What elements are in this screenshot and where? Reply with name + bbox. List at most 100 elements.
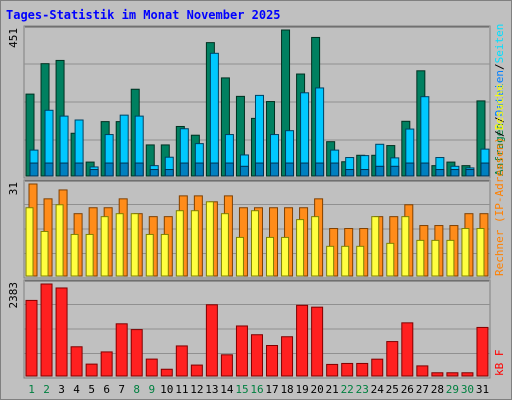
x-tick-label: 11: [175, 383, 188, 396]
bar-besuche: [235, 236, 244, 277]
bar-seiten: [330, 162, 340, 177]
bar-kb: [25, 299, 38, 377]
x-tick-label: 21: [326, 383, 339, 396]
panel-kb: 2383 kB F: [7, 279, 506, 379]
bar-seiten: [209, 162, 219, 177]
bar-seiten: [405, 162, 415, 177]
bar-besuche: [85, 233, 94, 277]
bar-seiten: [254, 162, 264, 177]
x-tick-label: 20: [311, 383, 324, 396]
x-tick-label: 12: [190, 383, 203, 396]
x-tick-label: 4: [73, 383, 80, 396]
x-tick-label: 8: [133, 383, 140, 396]
bar-kb: [311, 306, 324, 377]
bar-besuche: [175, 210, 184, 277]
bar-seiten: [179, 162, 189, 177]
x-tick-label: 1: [28, 383, 35, 396]
x-tick-label: 17: [265, 383, 278, 396]
y-max-label: 451: [7, 28, 20, 48]
chart-title: Tages-Statistik im Monat November 2025: [6, 8, 281, 22]
bar-kb: [371, 358, 384, 377]
bar-besuche: [205, 201, 214, 277]
bar-kb: [40, 283, 53, 377]
bar-besuche: [250, 210, 259, 277]
bar-besuche: [356, 245, 365, 277]
bar-kb: [235, 325, 248, 377]
bar-seiten: [224, 162, 234, 177]
panel-bars: [25, 183, 489, 277]
bar-seiten: [104, 162, 114, 177]
bar-besuche: [371, 216, 380, 277]
bar-seiten: [300, 162, 310, 177]
bar-kb: [100, 351, 113, 377]
bar-seiten: [435, 169, 445, 177]
bar-seiten: [89, 169, 99, 177]
bar-kb: [266, 345, 279, 377]
bar-besuche: [311, 216, 320, 277]
bar-besuche: [281, 236, 290, 277]
bar-seiten: [390, 165, 400, 177]
bar-kb: [190, 364, 203, 377]
bar-kb: [401, 322, 414, 377]
bar-kb: [55, 287, 68, 377]
bar-seiten: [239, 165, 249, 177]
bar-seiten: [194, 162, 204, 177]
bar-seiten: [285, 162, 295, 177]
x-tick-label: 5: [88, 383, 95, 396]
bar-seiten: [29, 162, 39, 177]
bar-seiten: [74, 162, 84, 177]
x-tick-label: 23: [356, 383, 369, 396]
x-tick-label: 14: [220, 383, 234, 396]
x-tick-label: 3: [58, 383, 65, 396]
series-legend-label: Anfragen/Dateien/Seiten: [493, 24, 506, 176]
x-tick-label: 28: [431, 383, 444, 396]
bar-seiten: [149, 169, 159, 177]
bar-besuche: [416, 239, 425, 277]
y-max-label: 31: [7, 182, 20, 195]
bar-kb: [145, 358, 158, 377]
bar-seiten: [44, 162, 54, 177]
bar-besuche: [266, 236, 275, 277]
bar-seiten: [375, 165, 385, 177]
bar-kb: [461, 372, 474, 377]
bar-kb: [431, 372, 444, 377]
x-tick-label: 2: [43, 383, 50, 396]
bar-seiten: [450, 169, 460, 177]
bar-besuche: [386, 242, 395, 277]
bar-seiten: [315, 162, 325, 177]
legend-part: Rechner (IP-Adressen): [493, 137, 506, 276]
bar-kb: [356, 362, 369, 377]
bar-seiten: [360, 169, 370, 177]
bar-kb: [205, 304, 218, 377]
x-tick-label: 26: [401, 383, 414, 396]
bar-kb: [296, 304, 309, 377]
panel-visits: 31 Rechner (IP-Adressen)/Besuche: [7, 84, 506, 279]
bar-kb: [386, 341, 399, 377]
legend-part: Besuche: [493, 84, 506, 130]
x-tick-label: 24: [371, 383, 385, 396]
x-tick-label: 15: [235, 383, 248, 396]
chart-panels: 451 Anfragen/Dateien/Seiten 31 Rechner (IP-…: [7, 24, 506, 379]
bar-seiten: [465, 169, 475, 177]
bar-besuche: [296, 219, 305, 277]
bar-seiten: [420, 162, 430, 177]
bar-besuche: [70, 233, 79, 277]
bar-seiten: [270, 162, 280, 177]
series-legend-label: kB F: [493, 350, 506, 377]
bar-besuche: [55, 204, 64, 277]
bar-seiten: [480, 162, 490, 177]
bar-besuche: [190, 210, 199, 277]
bar-besuche: [326, 245, 335, 277]
x-tick-label: 31: [476, 383, 489, 396]
x-tick-label: 6: [103, 383, 110, 396]
x-tick-label: 19: [295, 383, 308, 396]
bar-kb: [70, 346, 83, 377]
x-tick-label: 30: [461, 383, 474, 396]
bar-kb: [220, 354, 233, 377]
bar-seiten: [119, 162, 129, 177]
series-legend-label: Rechner (IP-Adressen)/Besuche: [493, 84, 506, 276]
bar-kb: [416, 365, 429, 377]
legend-part: Seiten: [493, 24, 506, 64]
bar-besuche: [401, 216, 410, 277]
